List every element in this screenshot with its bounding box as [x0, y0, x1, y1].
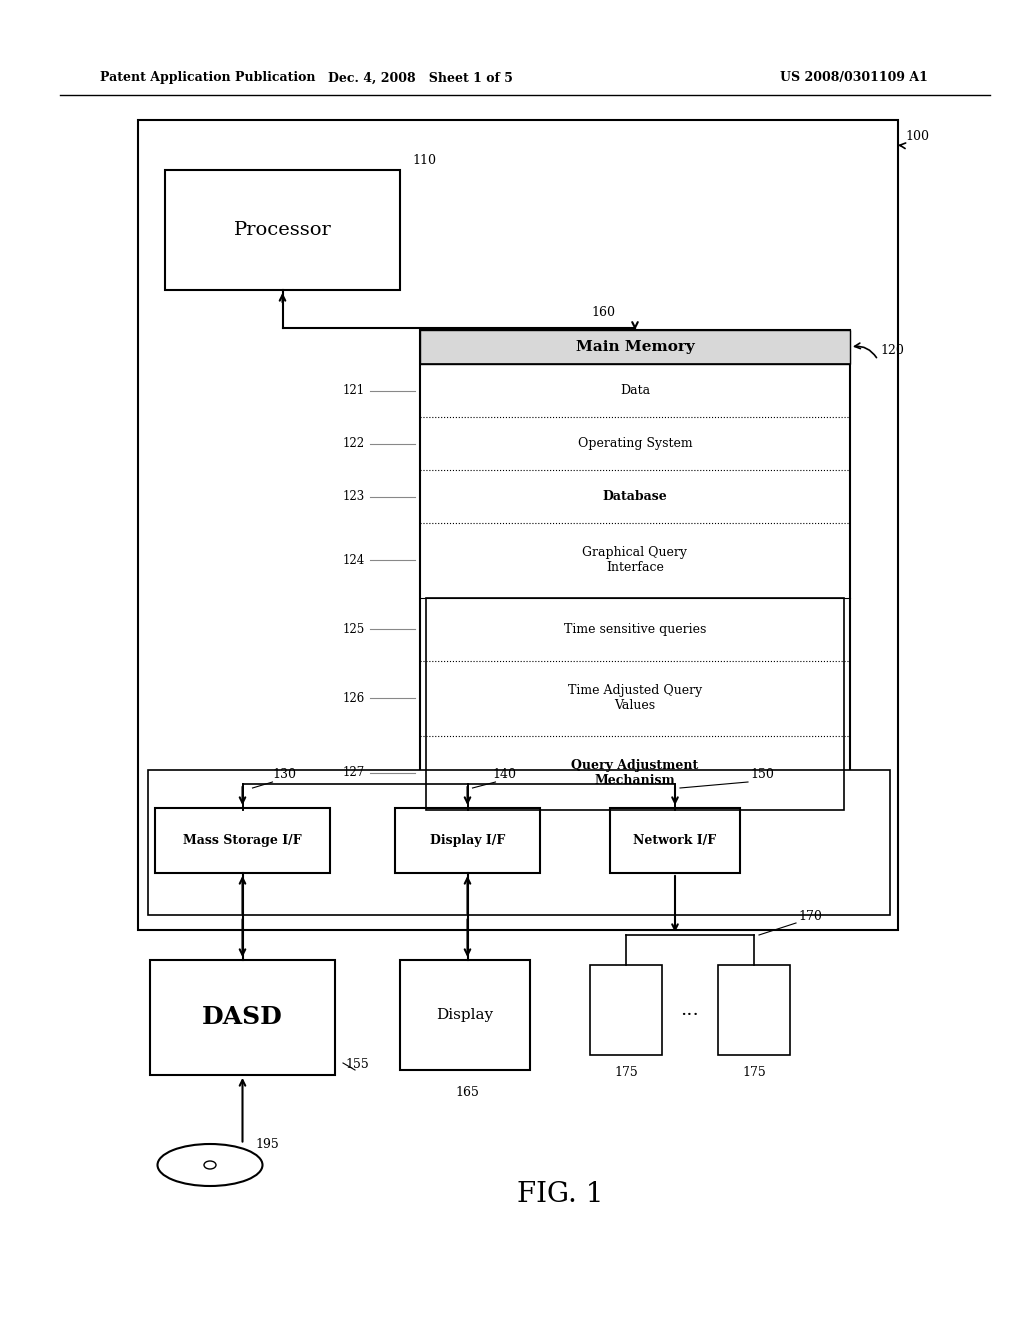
Bar	[400, 960, 530, 1071]
Text: 127: 127	[343, 767, 365, 779]
Text: 140: 140	[493, 768, 516, 781]
Text: 175: 175	[742, 1067, 766, 1080]
Text: 126: 126	[343, 692, 365, 705]
Bar	[150, 960, 335, 1074]
Ellipse shape	[158, 1144, 262, 1185]
Bar	[155, 808, 330, 873]
Text: 121: 121	[343, 384, 365, 397]
Text: 110: 110	[412, 153, 436, 166]
Bar	[138, 120, 898, 931]
Bar	[395, 808, 540, 873]
Text: DASD: DASD	[202, 1006, 283, 1030]
Text: Graphical Query
Interface: Graphical Query Interface	[583, 546, 687, 574]
Text: 170: 170	[798, 911, 822, 924]
Text: 100: 100	[905, 131, 929, 144]
Text: Time sensitive queries: Time sensitive queries	[564, 623, 707, 636]
Bar	[165, 170, 400, 290]
Text: 130: 130	[272, 768, 297, 781]
Text: 160: 160	[591, 306, 615, 319]
Text: Display: Display	[436, 1008, 494, 1022]
Text: 150: 150	[750, 768, 774, 781]
Text: 155: 155	[345, 1059, 369, 1072]
Text: Dec. 4, 2008   Sheet 1 of 5: Dec. 4, 2008 Sheet 1 of 5	[328, 71, 512, 84]
Text: 175: 175	[614, 1067, 638, 1080]
Text: 165: 165	[455, 1085, 479, 1098]
Bar	[420, 330, 850, 364]
Bar	[718, 965, 790, 1055]
Text: 122: 122	[343, 437, 365, 450]
Text: Network I/F: Network I/F	[634, 834, 717, 847]
Text: Patent Application Publication: Patent Application Publication	[100, 71, 315, 84]
Bar	[148, 770, 890, 915]
Text: Display I/F: Display I/F	[430, 834, 505, 847]
Text: Time Adjusted Query
Values: Time Adjusted Query Values	[568, 685, 702, 713]
Bar	[610, 808, 740, 873]
Text: 123: 123	[343, 490, 365, 503]
Text: 125: 125	[343, 623, 365, 636]
Bar	[420, 330, 850, 810]
Text: Operating System: Operating System	[578, 437, 692, 450]
Text: Query Adjustment
Mechanism: Query Adjustment Mechanism	[571, 759, 698, 787]
Text: US 2008/0301109 A1: US 2008/0301109 A1	[780, 71, 928, 84]
Text: 120: 120	[880, 343, 904, 356]
Text: 195: 195	[255, 1138, 279, 1151]
Bar	[590, 965, 662, 1055]
Text: Data: Data	[620, 384, 650, 397]
Text: FIG. 1: FIG. 1	[517, 1181, 603, 1209]
Ellipse shape	[204, 1162, 216, 1170]
Bar	[426, 598, 844, 810]
Text: Processor: Processor	[233, 220, 332, 239]
Text: Main Memory: Main Memory	[575, 341, 694, 354]
Text: 124: 124	[343, 554, 365, 568]
Text: ...: ...	[681, 1001, 699, 1019]
Text: Mass Storage I/F: Mass Storage I/F	[183, 834, 302, 847]
Text: Database: Database	[603, 490, 668, 503]
